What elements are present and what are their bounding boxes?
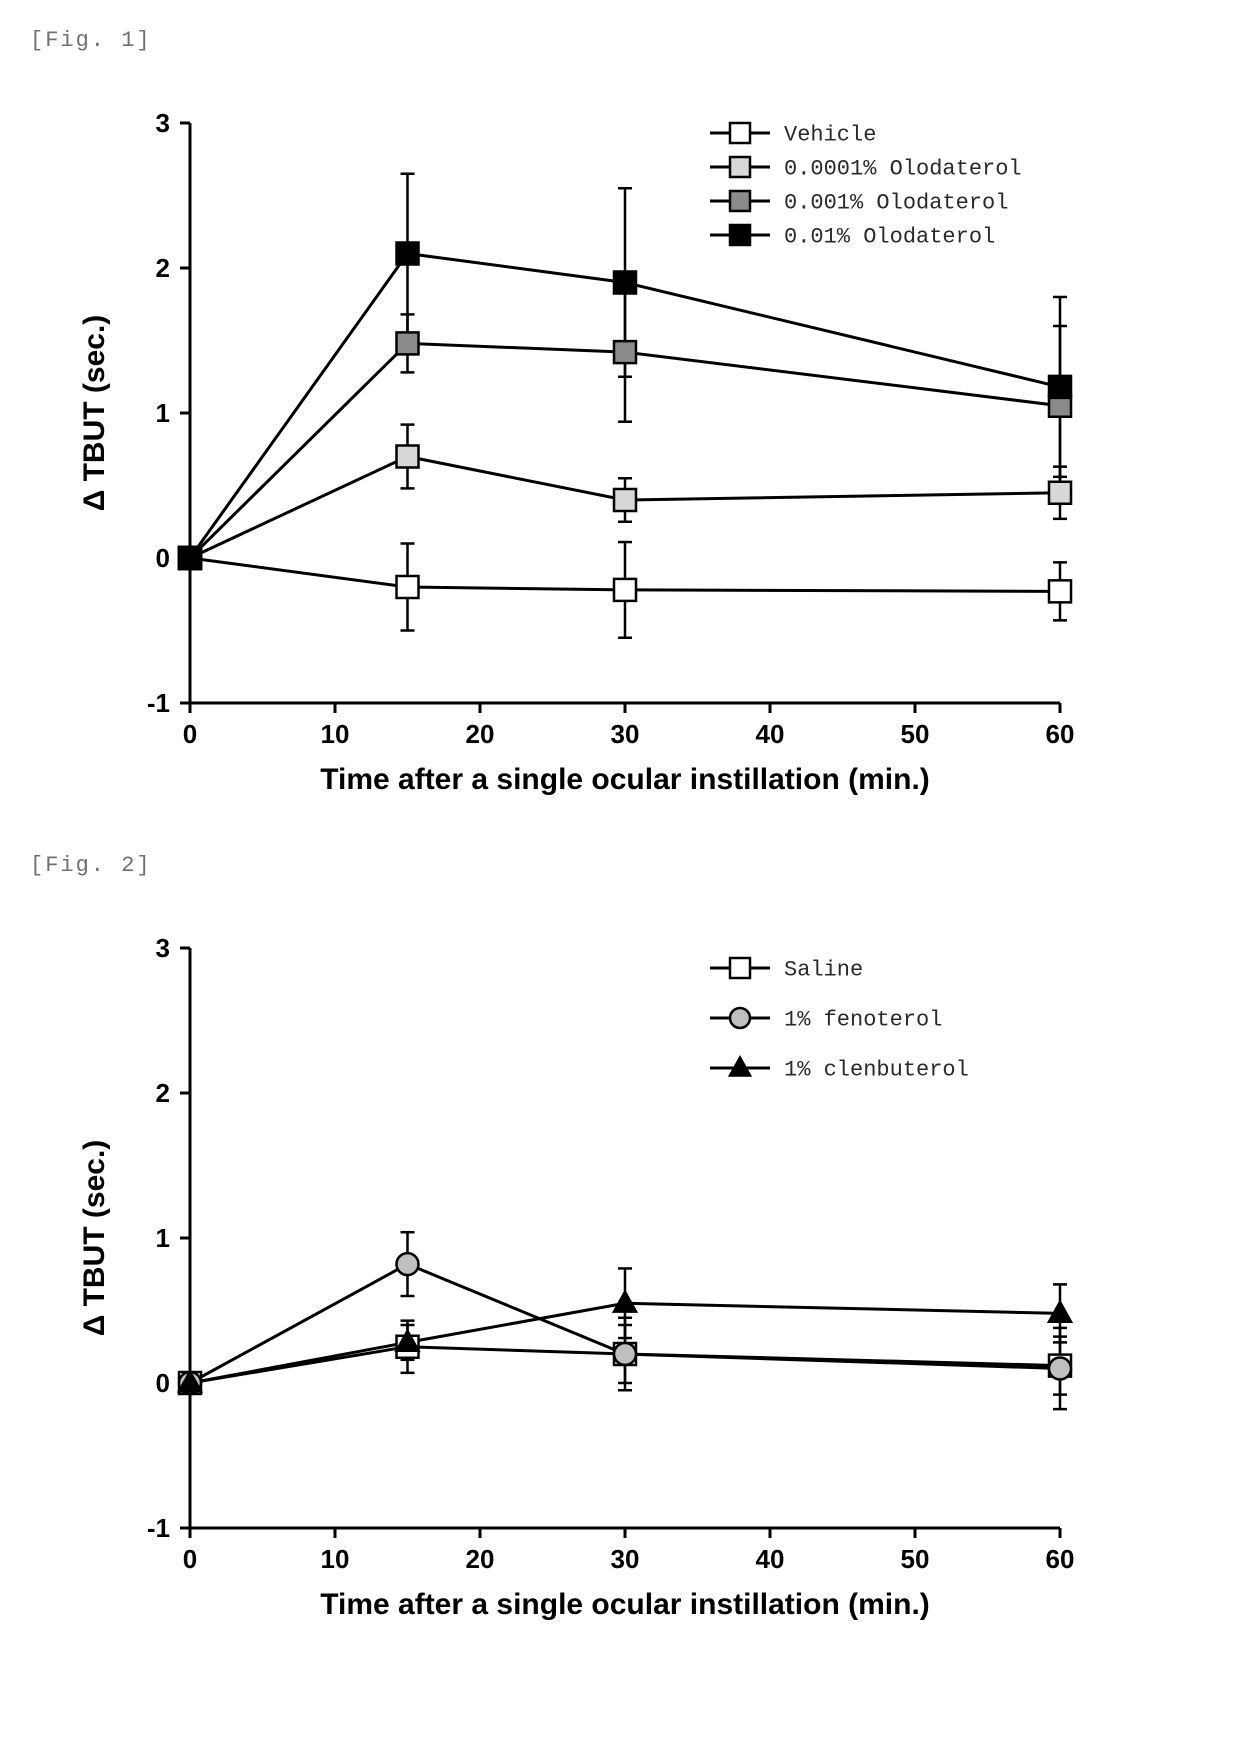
svg-text:40: 40	[756, 1544, 785, 1574]
svg-text:0: 0	[156, 1368, 170, 1398]
svg-text:3: 3	[156, 108, 170, 138]
svg-text:0.0001% Olodaterol: 0.0001% Olodaterol	[784, 157, 1022, 182]
svg-text:Saline: Saline	[784, 958, 863, 983]
svg-text:0: 0	[183, 1544, 197, 1574]
svg-text:0.001% Olodaterol: 0.001% Olodaterol	[784, 191, 1008, 216]
svg-text:2: 2	[156, 253, 170, 283]
svg-text:60: 60	[1046, 1544, 1075, 1574]
svg-text:Time after a single ocular ins: Time after a single ocular instillation …	[320, 763, 930, 796]
svg-text:-1: -1	[147, 1513, 170, 1543]
svg-text:20: 20	[466, 719, 495, 749]
svg-text:1% fenoterol: 1% fenoterol	[784, 1008, 942, 1033]
svg-text:-1: -1	[147, 688, 170, 718]
svg-text:1: 1	[156, 398, 170, 428]
fig2-chart: 0 10 20 30 40 50 60 -1 0 1 2 3 Time after a single o…	[20, 888, 1220, 1648]
svg-text:Vehicle: Vehicle	[784, 123, 876, 148]
svg-text:Time after a single ocular ins: Time after a single ocular instillation …	[320, 1588, 930, 1621]
svg-text:30: 30	[611, 1544, 640, 1574]
svg-text:Δ TBUT (sec.): Δ TBUT (sec.)	[78, 1140, 111, 1337]
svg-text:10: 10	[321, 1544, 350, 1574]
svg-text:3: 3	[156, 933, 170, 963]
fig1-chart: 0 10 20 30 40 50 60 -1 0 1 2 3 Time after a single o…	[20, 63, 1220, 823]
svg-text:40: 40	[756, 719, 785, 749]
svg-text:30: 30	[611, 719, 640, 749]
fig1-label: [Fig. 1]	[30, 28, 1220, 53]
svg-text:60: 60	[1046, 719, 1075, 749]
svg-text:1: 1	[156, 1223, 170, 1253]
svg-text:1% clenbuterol: 1% clenbuterol	[784, 1058, 969, 1083]
svg-text:50: 50	[901, 719, 930, 749]
svg-text:0.01% Olodaterol: 0.01% Olodaterol	[784, 225, 995, 250]
svg-text:0: 0	[156, 543, 170, 573]
svg-text:10: 10	[321, 719, 350, 749]
svg-text:20: 20	[466, 1544, 495, 1574]
fig2-label: [Fig. 2]	[30, 853, 1220, 878]
svg-text:2: 2	[156, 1078, 170, 1108]
svg-text:Δ TBUT (sec.): Δ TBUT (sec.)	[78, 315, 111, 512]
svg-text:50: 50	[901, 1544, 930, 1574]
svg-text:0: 0	[183, 719, 197, 749]
